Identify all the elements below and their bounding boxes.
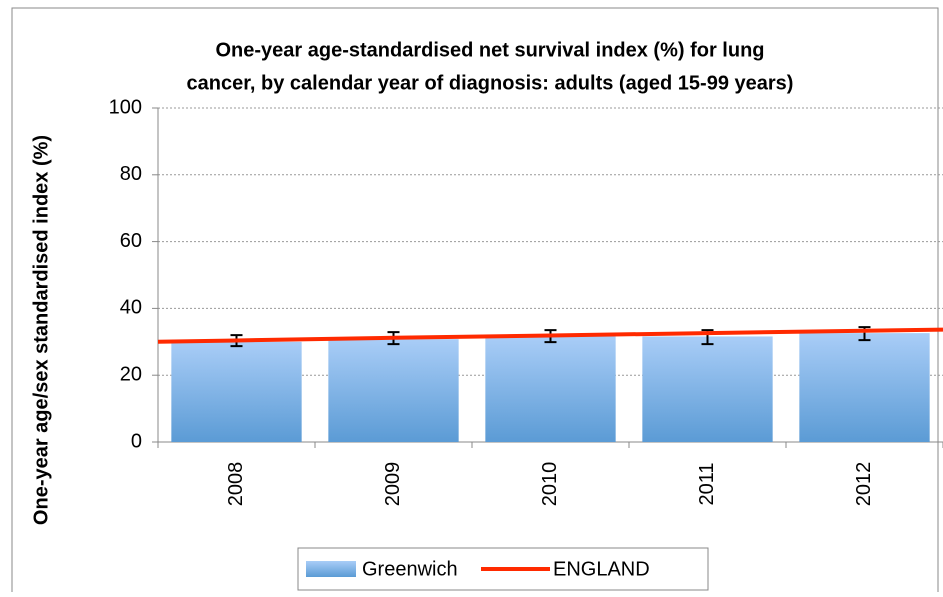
legend-swatch: [306, 561, 356, 577]
y-axis-label: One-year age/sex standardised index (%): [30, 135, 52, 525]
chart-title: One-year age-standardised net survival i…: [215, 39, 764, 61]
legend-label: ENGLAND: [553, 558, 650, 580]
bar: [642, 336, 773, 442]
y-tick-label: 40: [120, 297, 142, 319]
chart-border: [11, 7, 939, 597]
bar: [799, 333, 930, 442]
chart-title: cancer, by calendar year of diagnosis: a…: [187, 72, 794, 94]
x-tick-label: 2011: [696, 462, 718, 505]
bar: [485, 336, 616, 442]
y-tick-label: 0: [131, 430, 142, 452]
x-tick-label: 2012: [853, 462, 875, 507]
line: [157, 327, 943, 344]
x-tick-label: 2009: [382, 462, 404, 507]
y-tick-label: 80: [120, 163, 142, 185]
x-tick-label: 2008: [225, 462, 247, 507]
y-tick-label: 60: [120, 230, 142, 252]
y-tick-label: 20: [120, 363, 142, 385]
y-tick-label: 100: [109, 96, 142, 118]
x-tick-label: 2010: [539, 462, 561, 507]
bar: [171, 341, 302, 442]
bar: [328, 339, 459, 442]
legend-label: Greenwich: [362, 558, 458, 580]
